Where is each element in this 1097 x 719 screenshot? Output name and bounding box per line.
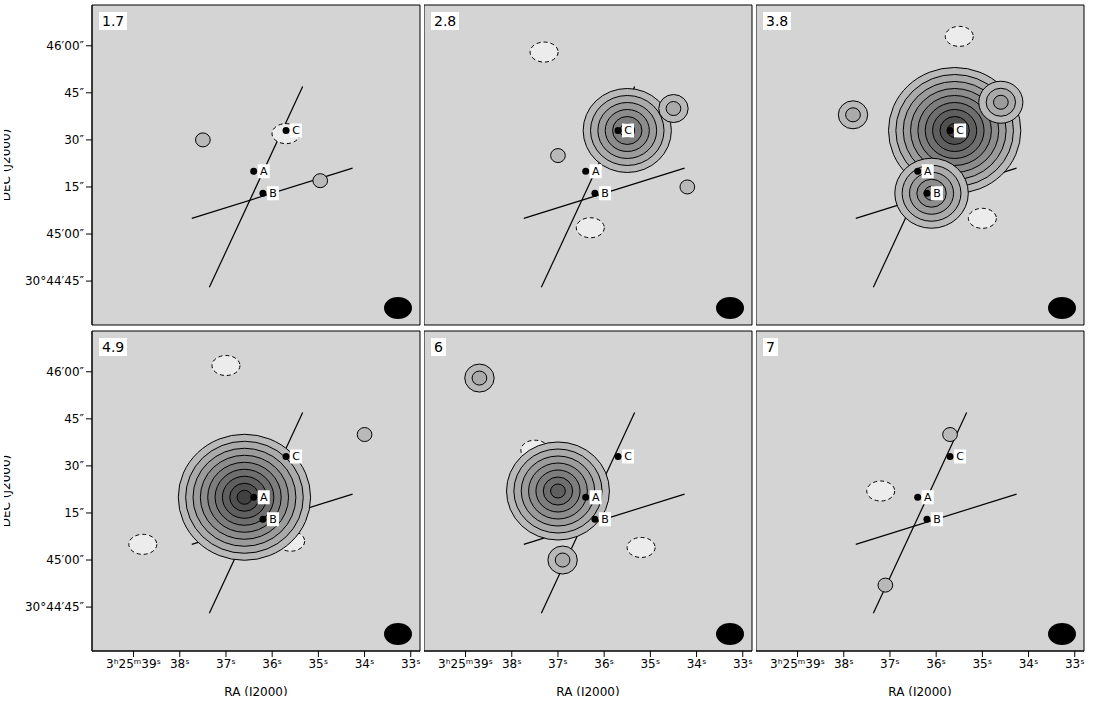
- html-text:2.8: 2.8: [434, 13, 457, 29]
- svg-text:35ˢ: 35ˢ: [308, 657, 328, 671]
- svg-text:37ˢ: 37ˢ: [548, 657, 568, 671]
- svg-text:33ˢ: 33ˢ: [1065, 657, 1085, 671]
- svg-text:15″: 15″: [64, 180, 84, 194]
- svg-text:36ˢ: 36ˢ: [926, 657, 946, 671]
- svg-text:B: B: [601, 187, 609, 200]
- svg-text:45″: 45″: [64, 412, 84, 426]
- svg-text:34ˢ: 34ˢ: [1019, 657, 1039, 671]
- svg-text:35ˢ: 35ˢ: [972, 657, 992, 671]
- svg-text:46′00″: 46′00″: [46, 39, 84, 53]
- svg-text:30°44′45″: 30°44′45″: [25, 274, 85, 288]
- svg-text:34ˢ: 34ˢ: [355, 657, 375, 671]
- svg-text:B: B: [269, 513, 277, 526]
- svg-text:RA (J2000): RA (J2000): [224, 685, 287, 696]
- svg-text:30°44′45″: 30°44′45″: [25, 600, 85, 614]
- svg-text:38ˢ: 38ˢ: [834, 657, 854, 671]
- svg-text:A: A: [260, 165, 268, 178]
- svg-text:38ˢ: 38ˢ: [502, 657, 522, 671]
- svg-text:C: C: [956, 124, 964, 137]
- svg-text:33ˢ: 33ˢ: [733, 657, 753, 671]
- svg-text:RA (J2000): RA (J2000): [888, 685, 951, 696]
- svg-text:C: C: [956, 450, 964, 463]
- svg-text:30″: 30″: [64, 133, 84, 147]
- svg-text:33ˢ: 33ˢ: [401, 657, 421, 671]
- svg-text:B: B: [933, 513, 941, 526]
- svg-text:A: A: [592, 165, 600, 178]
- svg-text:46′00″: 46′00″: [46, 365, 84, 379]
- svg-text:B: B: [601, 513, 609, 526]
- svg-text:RA (J2000): RA (J2000): [556, 685, 619, 696]
- svg-text:DEC (J2000): DEC (J2000): [4, 129, 13, 201]
- svg-text:A: A: [592, 491, 600, 504]
- svg-text:15″: 15″: [64, 506, 84, 520]
- svg-text:45′00″: 45′00″: [46, 227, 84, 241]
- svg-text:36ˢ: 36ˢ: [262, 657, 282, 671]
- html-text:3.8: 3.8: [766, 13, 789, 29]
- svg-text:45″: 45″: [64, 86, 84, 100]
- svg-text:34ˢ: 34ˢ: [687, 657, 707, 671]
- svg-text:DEC (J2000): DEC (J2000): [4, 455, 13, 527]
- svg-text:A: A: [260, 491, 268, 504]
- svg-text:37ˢ: 37ˢ: [216, 657, 236, 671]
- html-text:7: 7: [766, 339, 775, 355]
- svg-text:30″: 30″: [64, 459, 84, 473]
- html-text:6: 6: [434, 339, 443, 355]
- svg-text:45′00″: 45′00″: [46, 553, 84, 567]
- html-text:4.9: 4.9: [102, 339, 125, 355]
- svg-text:B: B: [933, 187, 941, 200]
- svg-text:C: C: [292, 124, 300, 137]
- svg-text:37ˢ: 37ˢ: [880, 657, 900, 671]
- svg-text:A: A: [924, 491, 932, 504]
- svg-text:36ˢ: 36ˢ: [594, 657, 614, 671]
- svg-text:35ˢ: 35ˢ: [640, 657, 660, 671]
- svg-text:C: C: [292, 450, 300, 463]
- svg-text:38ˢ: 38ˢ: [170, 657, 190, 671]
- svg-text:C: C: [624, 450, 632, 463]
- svg-text:3ʰ25ᵐ39ˢ: 3ʰ25ᵐ39ˢ: [438, 657, 493, 671]
- svg-text:A: A: [924, 165, 932, 178]
- svg-text:3ʰ25ᵐ39ˢ: 3ʰ25ᵐ39ˢ: [770, 657, 825, 671]
- svg-text:3ʰ25ᵐ39ˢ: 3ʰ25ᵐ39ˢ: [106, 657, 161, 671]
- svg-text:C: C: [624, 124, 632, 137]
- html-text:1.7: 1.7: [102, 13, 125, 29]
- svg-text:B: B: [269, 187, 277, 200]
